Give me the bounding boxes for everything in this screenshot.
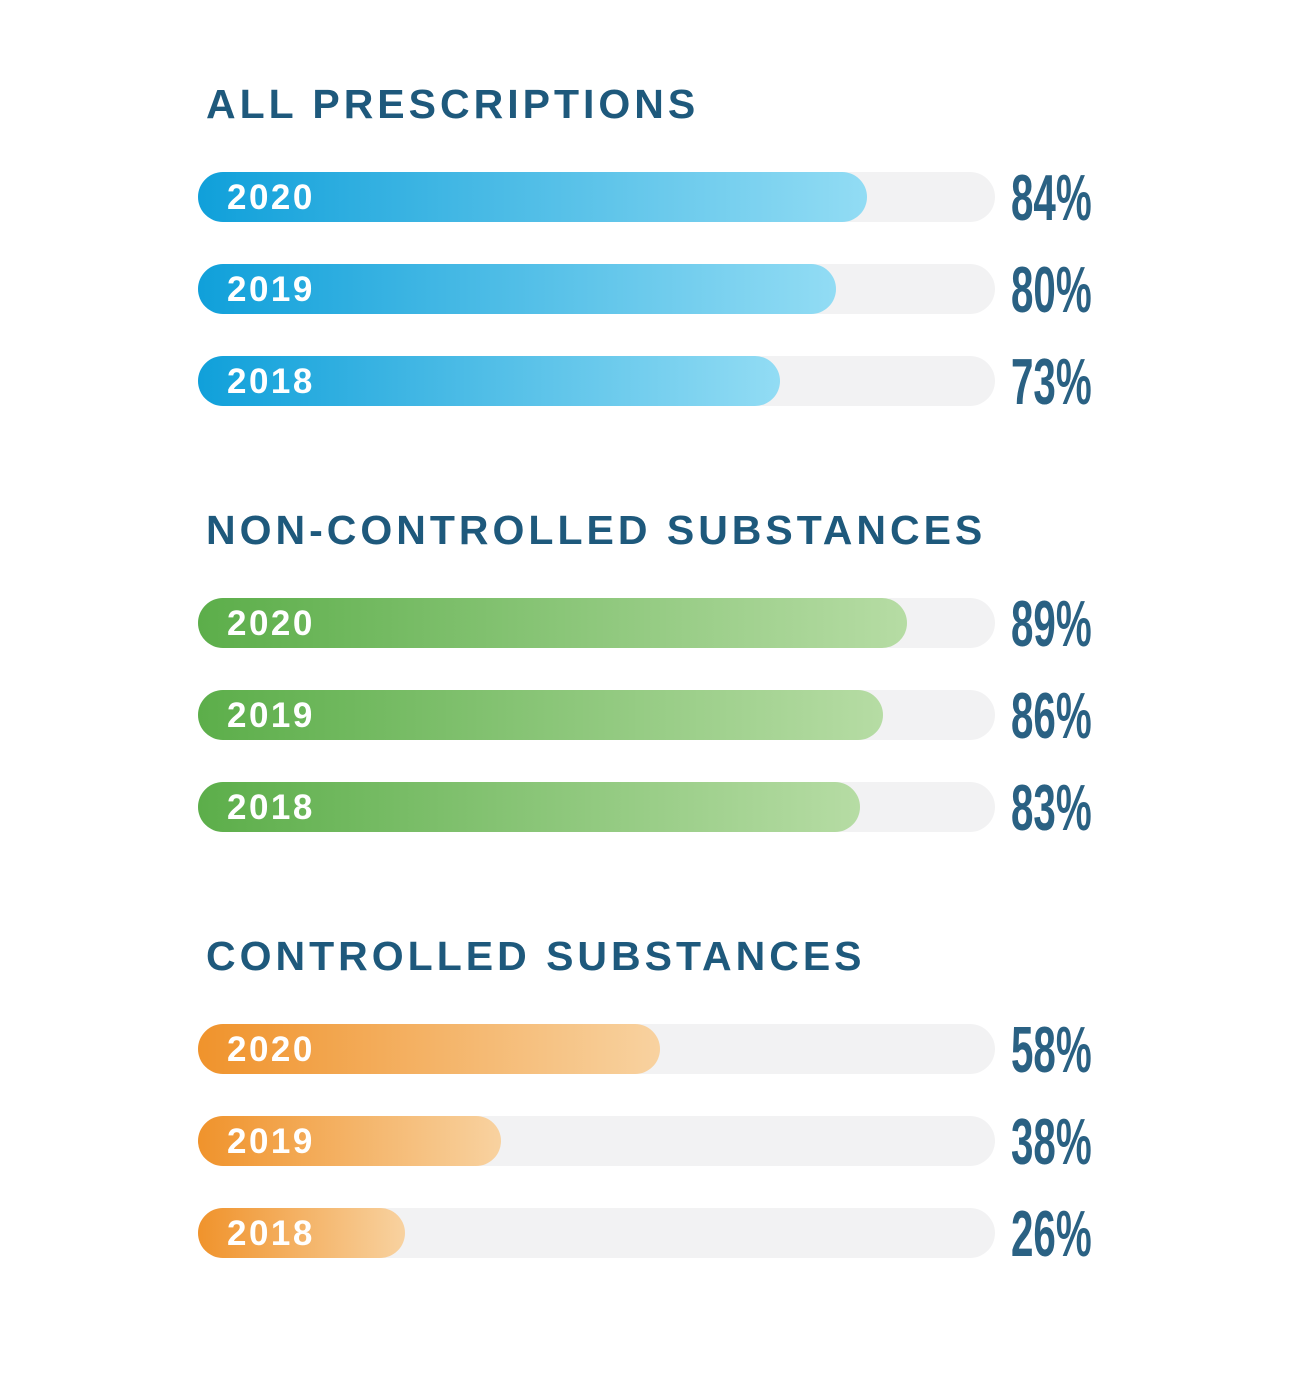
chart-section: CONTROLLED SUBSTANCES 2020 58% 2019 38% 2018 2… [198, 933, 1313, 1266]
bar-row: 2018 26% [198, 1201, 1313, 1266]
year-label: 2018 [227, 361, 315, 401]
bar-row: 2020 58% [198, 1017, 1313, 1082]
bar-track: 2018 [198, 1208, 995, 1258]
bar-row: 2019 38% [198, 1109, 1313, 1174]
percent-label: 80% [1011, 252, 1092, 326]
percent-label: 83% [1011, 770, 1092, 844]
section-title: CONTROLLED SUBSTANCES [206, 933, 866, 979]
bar-fill: 2020 [198, 1024, 661, 1074]
bar-fill: 2019 [198, 690, 884, 740]
year-label: 2019 [227, 695, 315, 735]
percent-label: 73% [1011, 344, 1092, 418]
percent-label: 89% [1011, 586, 1092, 660]
bar-row: 2018 83% [198, 775, 1313, 840]
bar-fill: 2020 [198, 172, 868, 222]
year-label: 2019 [227, 1121, 315, 1161]
bar-track: 2018 [198, 782, 995, 832]
percent-label: 38% [1011, 1104, 1092, 1178]
bar-track: 2020 [198, 598, 995, 648]
bar-row: 2019 86% [198, 683, 1313, 748]
bar-fill: 2020 [198, 598, 908, 648]
bar-track: 2019 [198, 690, 995, 740]
chart-section: NON-CONTROLLED SUBSTANCES 2020 89% 2019 86% 2… [198, 507, 1313, 840]
bar-row: 2018 73% [198, 349, 1313, 414]
year-label: 2020 [227, 603, 315, 643]
section-title: ALL PRESCRIPTIONS [206, 81, 700, 127]
section-title: NON-CONTROLLED SUBSTANCES [206, 507, 987, 553]
bar-track: 2020 [198, 1024, 995, 1074]
infographic: ALL PRESCRIPTIONS 2020 84% 2019 80% 2018 73% NO… [198, 81, 1313, 1266]
bar-fill: 2018 [198, 782, 860, 832]
year-label: 2020 [227, 177, 315, 217]
bar-track: 2020 [198, 172, 995, 222]
bar-row: 2020 84% [198, 165, 1313, 230]
percent-label: 86% [1011, 678, 1092, 752]
bar-fill: 2019 [198, 264, 836, 314]
year-label: 2018 [227, 787, 315, 827]
year-label: 2019 [227, 269, 315, 309]
percent-label: 84% [1011, 160, 1092, 234]
year-label: 2020 [227, 1029, 315, 1069]
percent-label: 26% [1011, 1196, 1092, 1270]
bar-track: 2019 [198, 264, 995, 314]
bar-fill: 2018 [198, 356, 780, 406]
bar-track: 2019 [198, 1116, 995, 1166]
bar-fill: 2018 [198, 1208, 406, 1258]
bar-row: 2019 80% [198, 257, 1313, 322]
bar-fill: 2019 [198, 1116, 501, 1166]
bar-row: 2020 89% [198, 591, 1313, 656]
percent-label: 58% [1011, 1012, 1092, 1086]
chart-section: ALL PRESCRIPTIONS 2020 84% 2019 80% 2018 73% [198, 81, 1313, 414]
bar-track: 2018 [198, 356, 995, 406]
year-label: 2018 [227, 1213, 315, 1253]
